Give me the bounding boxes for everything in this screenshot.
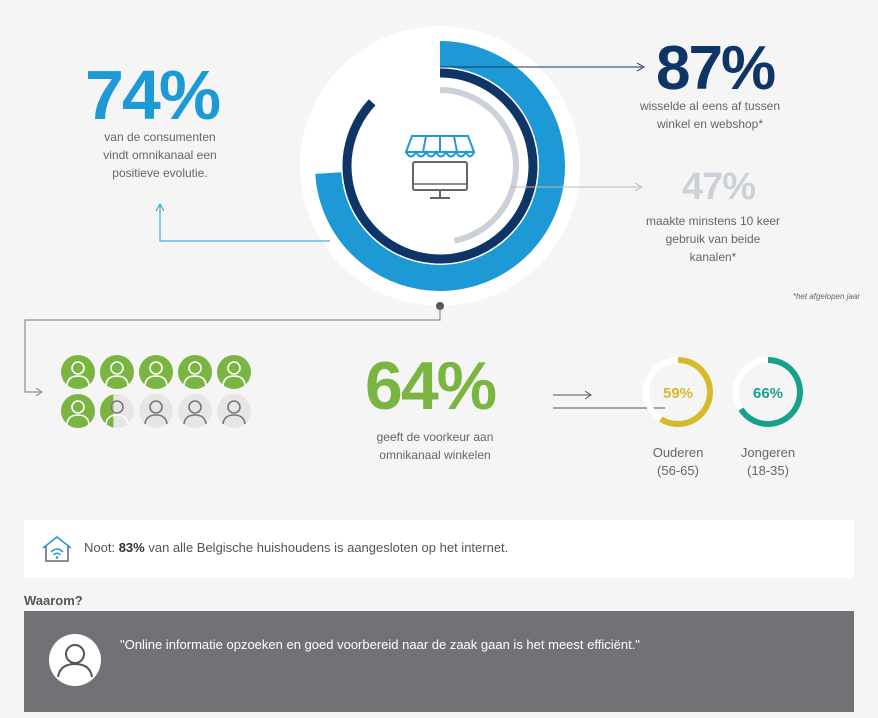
person-icon xyxy=(217,355,251,389)
note-box: Noot: 83% van alle Belgische huishoudens… xyxy=(24,520,854,578)
caption-line: vindt omnikanaal een xyxy=(103,148,217,162)
group-range: (18-35) xyxy=(747,463,789,478)
caption-line: van de consumenten xyxy=(104,130,216,144)
store-icon xyxy=(404,135,476,199)
group-jongeren: Jongeren (18-35) xyxy=(728,444,808,480)
person-icon xyxy=(139,355,173,389)
person-icon xyxy=(178,355,212,389)
group-ring-label-jongeren: 66% xyxy=(753,385,783,402)
stat-64-caption: geeft de voorkeur aan omnikanaal winkele… xyxy=(350,428,520,464)
stat-47-value: 47% xyxy=(682,166,756,208)
user-avatar-icon xyxy=(49,634,101,686)
person-icon xyxy=(217,394,251,428)
quote-text: "Online informatie opzoeken en goed voor… xyxy=(120,637,640,652)
stat-64-value: 64% xyxy=(365,348,497,424)
person-icon xyxy=(100,355,134,389)
group-range: (56-65) xyxy=(657,463,699,478)
footnote: *het afgelopen jaar xyxy=(792,292,860,301)
stat-87-caption: wisselde al eens af tussen winkel en web… xyxy=(620,97,800,133)
ring-arc-47 xyxy=(439,87,519,244)
ring-chart-background xyxy=(300,26,580,306)
people-icon-grid xyxy=(61,355,251,428)
caption-line: gebruik van beide xyxy=(665,232,761,246)
caption-line: geeft de voorkeur aan xyxy=(376,430,494,444)
age-group-rings: 59% 66% xyxy=(643,357,803,427)
caption-line: omnikanaal winkelen xyxy=(379,448,491,462)
group-ring-jongeren xyxy=(738,357,803,427)
person-icon xyxy=(139,394,173,428)
quote-box: "Online informatie opzoeken en goed voor… xyxy=(24,611,854,712)
group-ring-label-ouderen: 59% xyxy=(663,385,693,402)
person-icon xyxy=(61,355,95,389)
caption-line: wisselde al eens af tussen xyxy=(639,99,781,113)
group-ouderen: Ouderen (56-65) xyxy=(638,444,718,480)
ring-arc-74 xyxy=(315,41,565,291)
note-text: Noot: 83% van alle Belgische huishoudens… xyxy=(84,540,508,555)
stat-47-caption: maakte minstens 10 keer gebruik van beid… xyxy=(628,212,798,266)
note-highlight: 83% xyxy=(118,540,145,555)
stat-87-value: 87% xyxy=(656,34,776,103)
omnichannel-ring-chart xyxy=(300,26,580,306)
group-label: Ouderen xyxy=(652,445,704,460)
person-icon xyxy=(178,394,212,428)
stat-74-value: 74% xyxy=(85,56,221,134)
waarom-title: Waarom? xyxy=(24,593,83,608)
person-icon xyxy=(61,394,95,428)
note-prefix: Noot: xyxy=(84,540,116,555)
stat-74-caption: van de consumenten vindt omnikanaal een … xyxy=(70,128,250,182)
caption-line: kanalen* xyxy=(689,250,737,264)
home-wifi-icon xyxy=(42,536,72,562)
caption-line: winkel en webshop* xyxy=(656,117,764,131)
person-icon-partial-head xyxy=(110,400,124,414)
group-ring-ouderen xyxy=(659,357,713,427)
note-body: van alle Belgische huishoudens is aanges… xyxy=(148,540,509,555)
caption-line: positieve evolutie. xyxy=(112,166,208,180)
group-label: Jongeren xyxy=(740,445,796,460)
caption-line: maakte minstens 10 keer xyxy=(645,214,781,228)
ring-arc-87 xyxy=(342,68,538,264)
